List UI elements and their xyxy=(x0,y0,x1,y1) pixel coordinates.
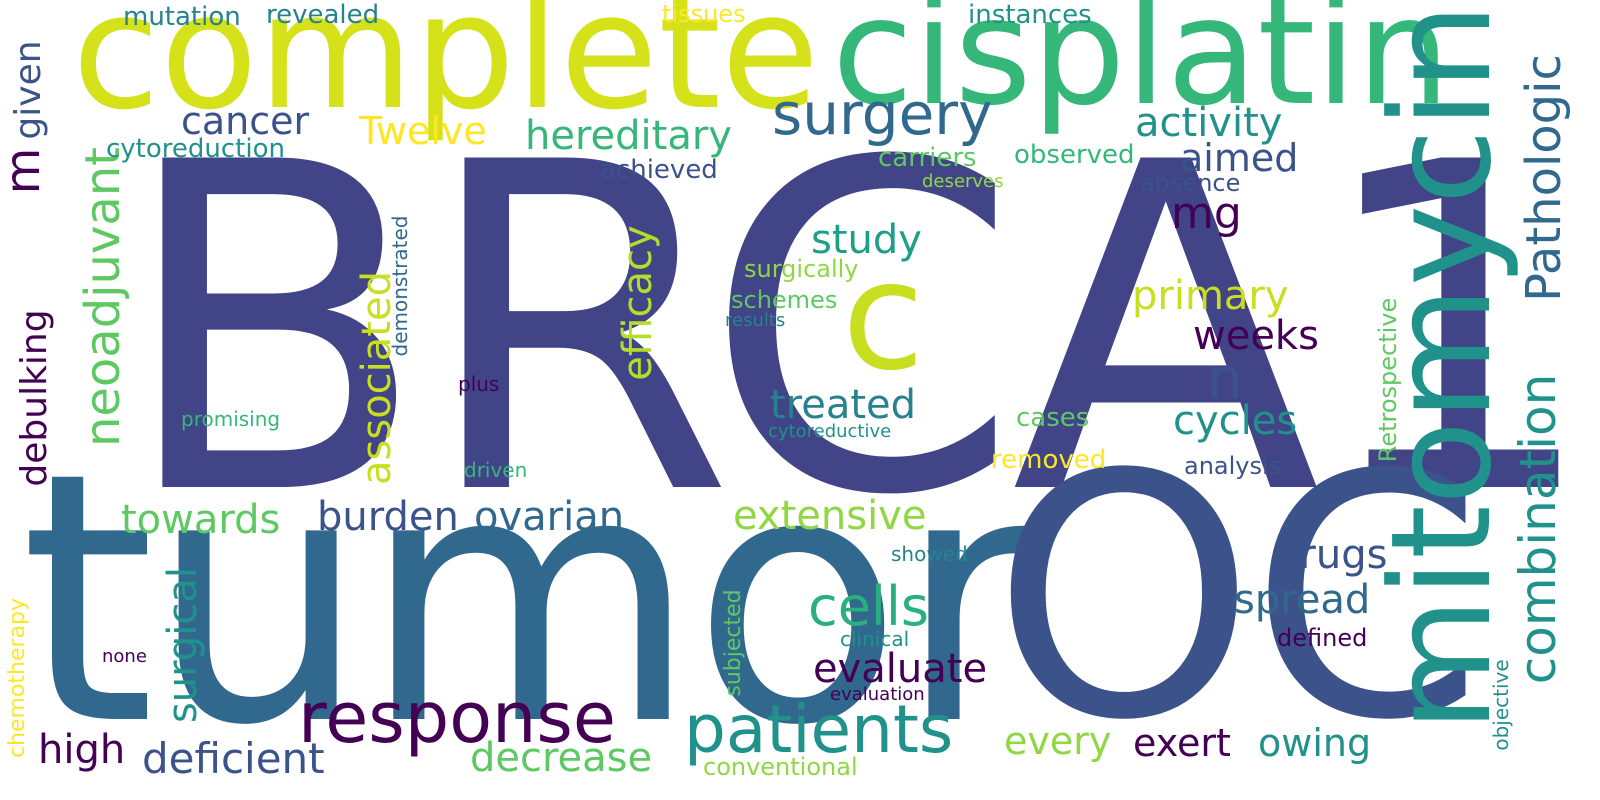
word-showed: showed xyxy=(891,542,968,566)
word-demonstrated: demonstrated xyxy=(388,215,412,357)
word-surgery: surgery xyxy=(772,80,993,148)
word-cells: cells xyxy=(808,575,930,638)
word-exert: exert xyxy=(1133,721,1231,765)
word-surgical: surgical xyxy=(160,566,206,724)
word-towards: towards xyxy=(121,497,281,543)
word-efficacy: efficacy xyxy=(615,225,661,381)
word-cycles: cycles xyxy=(1173,398,1298,444)
word-promising: promising xyxy=(181,407,281,431)
word-decrease: decrease xyxy=(470,735,653,781)
word-primary: primary xyxy=(1132,273,1289,319)
word-observed: observed xyxy=(1014,140,1135,170)
word-clinical: clinical xyxy=(840,627,910,651)
word-defined: defined xyxy=(1277,624,1368,652)
word-response: response xyxy=(298,677,616,759)
word-c: c xyxy=(842,230,925,404)
word-n: n xyxy=(1207,347,1243,412)
word-revealed: revealed xyxy=(266,0,380,30)
word-chemotherapy: chemotherapy xyxy=(5,597,30,759)
word-mutation: mutation xyxy=(123,2,241,32)
word-m: m xyxy=(0,147,51,195)
word-high: high xyxy=(38,727,126,773)
word-surgically: surgically xyxy=(744,255,859,283)
word-schemes: schemes xyxy=(731,286,838,314)
word-evaluation: evaluation xyxy=(830,684,925,705)
word-carriers: carriers xyxy=(878,143,977,173)
word-treated: treated xyxy=(770,382,917,428)
word-spread: spread xyxy=(1234,577,1371,623)
word-driven: driven xyxy=(464,458,528,482)
word-complete: complete xyxy=(72,0,820,145)
word-cisplatin: cisplatin xyxy=(832,0,1451,138)
word-evaluate: evaluate xyxy=(813,646,988,692)
word-study: study xyxy=(811,217,922,263)
word-deficient: deficient xyxy=(142,734,325,783)
word-brca1: BRCA1 xyxy=(118,67,1600,594)
word-owing: owing xyxy=(1258,721,1372,765)
word-none: none xyxy=(102,646,147,667)
word-retrospective: Retrospective xyxy=(1374,297,1402,463)
word-tumor: tumor xyxy=(20,400,1039,800)
word-analysis: analysis xyxy=(1184,452,1282,480)
word-ovarian: ovarian xyxy=(474,494,625,540)
word-debulking: debulking xyxy=(14,309,55,487)
word-extensive: extensive xyxy=(733,493,927,539)
word-cases: cases xyxy=(1016,403,1090,433)
word-given: given xyxy=(8,40,49,140)
word-aimed: aimed xyxy=(1180,136,1299,180)
word-patients: patients xyxy=(684,691,954,768)
word-mg: mg xyxy=(1171,188,1242,239)
word-weeks: weeks xyxy=(1193,313,1319,359)
word-combination: combination xyxy=(1509,373,1567,685)
word-subjected: subjected xyxy=(721,589,746,697)
word-burden: burden xyxy=(317,494,459,540)
word-objective: objective xyxy=(1489,659,1513,751)
word-activity: activity xyxy=(1135,100,1283,146)
word-twelve: Twelve xyxy=(359,109,487,153)
word-absence: absence xyxy=(1140,169,1241,197)
word-cytoreduction: cytoreduction xyxy=(106,134,285,164)
word-pathologic: Pathologic xyxy=(1516,54,1572,302)
word-every: every xyxy=(1004,719,1112,763)
word-results: results xyxy=(725,310,786,331)
word-plus: plus xyxy=(458,372,500,396)
word-removed: removed xyxy=(991,445,1107,475)
word-drugs: drugs xyxy=(1274,532,1388,578)
word-cytoreductive: cytoreductive xyxy=(768,421,892,442)
word-achieved: achieved xyxy=(600,155,718,185)
word-instances: instances xyxy=(968,0,1092,30)
word-deserves: deserves xyxy=(922,171,1004,192)
word-hereditary: hereditary xyxy=(525,113,732,159)
word-oc: OC xyxy=(992,404,1484,794)
word-neoadjuvant: neoadjuvant xyxy=(75,146,131,448)
word-tissues: tissues xyxy=(662,0,746,28)
word-conventional: conventional xyxy=(703,753,858,781)
word-cancer: cancer xyxy=(181,99,310,143)
